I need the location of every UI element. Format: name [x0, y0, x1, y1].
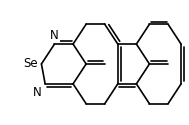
Text: N: N — [50, 29, 59, 42]
Text: Se: Se — [23, 58, 38, 70]
Text: N: N — [33, 86, 42, 99]
